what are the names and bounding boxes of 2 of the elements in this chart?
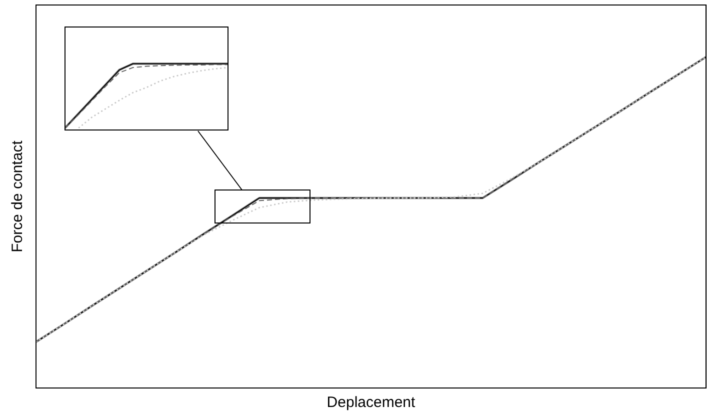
x-axis-title: Deplacement <box>326 394 416 411</box>
y-axis-title: Force de contact <box>9 140 26 252</box>
